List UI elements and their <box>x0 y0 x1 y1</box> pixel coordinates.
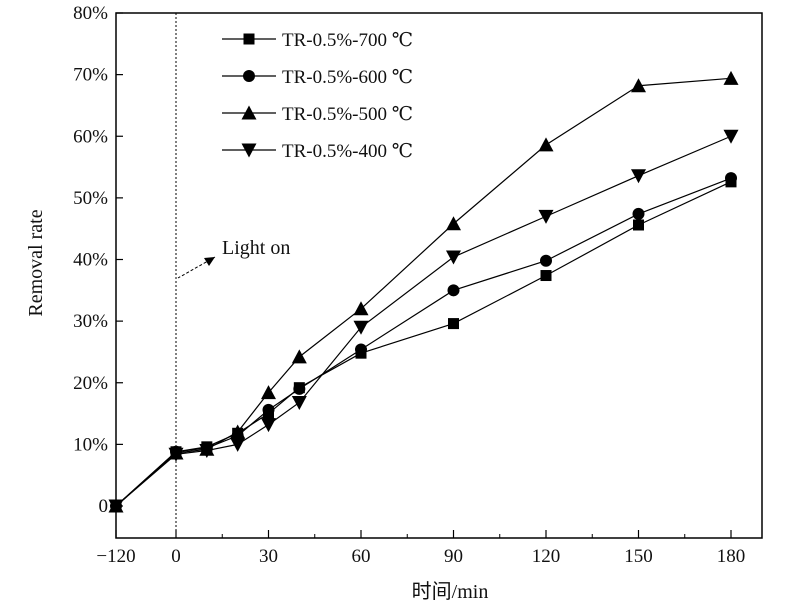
y-tick-label: 60% <box>73 126 108 147</box>
light-on-arrowhead <box>204 257 215 266</box>
data-point <box>291 395 307 410</box>
data-point <box>355 343 367 356</box>
plot-frame <box>115 12 763 539</box>
legend-label: TR-0.5%-500 ℃ <box>282 104 413 125</box>
series-triangle-up <box>108 70 739 513</box>
series-square <box>110 176 737 512</box>
y-tick-label: 0 <box>99 496 109 517</box>
legend-label: TR-0.5%-700 ℃ <box>282 30 413 51</box>
x-tick-label: 60 <box>352 546 371 567</box>
y-tick-label: 50% <box>73 188 108 209</box>
x-axis-title: 时间/min <box>412 580 489 603</box>
x-tick-label: 0 <box>171 546 181 567</box>
annotation-layer: Light on <box>177 237 290 279</box>
data-point <box>540 254 552 267</box>
data-point <box>261 418 276 433</box>
data-point <box>633 219 644 231</box>
data-point <box>199 444 215 459</box>
legend: TR-0.5%-700 ℃ TR-0.5%-600 ℃ TR-0.5%-500 ℃ T… <box>222 30 413 162</box>
data-point <box>538 209 554 224</box>
data-point <box>230 424 246 439</box>
data-point <box>538 137 554 152</box>
x-tick-label: 90 <box>444 546 463 567</box>
y-tick-label: 30% <box>73 311 108 332</box>
data-point <box>262 403 275 416</box>
x-tick-label: 30 <box>259 546 278 567</box>
data-point <box>448 318 459 330</box>
data-point <box>447 284 460 297</box>
y-tick-label: 10% <box>73 434 108 455</box>
legend-marker <box>241 105 257 120</box>
legend-marker <box>243 70 255 82</box>
data-point <box>631 169 646 184</box>
data-point <box>108 499 124 514</box>
x-tick-label: 180 <box>717 546 746 567</box>
light-on-label: Light on <box>222 237 290 259</box>
legend-label: TR-0.5%-400 ℃ <box>282 141 413 162</box>
data-point <box>353 301 369 316</box>
data-point <box>446 216 461 231</box>
x-tick-label: 150 <box>624 546 653 567</box>
data-point <box>446 250 461 265</box>
series-triangle-down <box>108 129 739 514</box>
data-point <box>540 270 552 282</box>
legend-entry: TR-0.5%-600 ℃ <box>222 67 413 88</box>
y-tick-label: 20% <box>73 373 108 394</box>
axis-ticks: 0 10% 20% 30% 40% 50% 60% 70% 80% −120 0 30 60 90 120 1… <box>73 3 745 567</box>
x-tick-label: 120 <box>532 546 561 567</box>
y-axis-title: Removal rate <box>25 209 47 316</box>
data-point <box>230 437 246 452</box>
legend-label: TR-0.5%-600 ℃ <box>282 67 413 88</box>
legend-marker <box>243 33 255 45</box>
y-tick-label: 70% <box>73 65 108 86</box>
data-point <box>168 447 184 462</box>
legend-entry: TR-0.5%-500 ℃ <box>222 104 413 125</box>
y-tick-label: 40% <box>73 250 108 271</box>
legend-marker <box>241 143 257 158</box>
data-point <box>291 349 307 364</box>
x-tick-label: −120 <box>96 546 135 567</box>
data-point <box>353 320 369 335</box>
y-tick-label: 80% <box>73 3 108 24</box>
data-point <box>631 78 646 93</box>
data-point <box>725 172 737 185</box>
data-point <box>723 70 739 85</box>
data-point <box>293 382 306 395</box>
legend-entry: TR-0.5%-700 ℃ <box>222 30 413 51</box>
data-point <box>632 207 645 220</box>
legend-entry: TR-0.5%-400 ℃ <box>222 141 413 162</box>
series-layer <box>108 70 739 514</box>
data-point <box>261 385 276 400</box>
data-point <box>723 129 739 144</box>
